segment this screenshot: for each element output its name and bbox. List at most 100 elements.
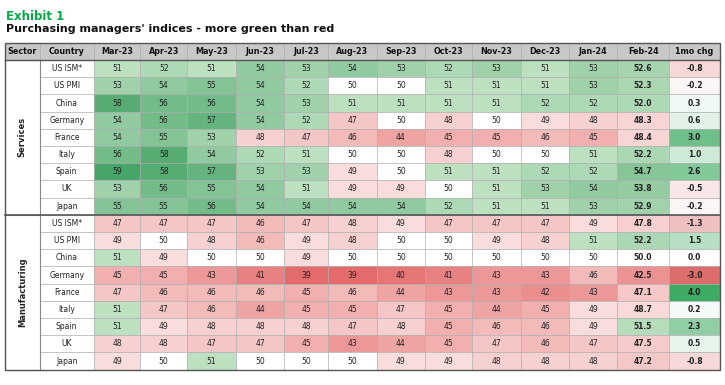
Text: Nov-23: Nov-23 <box>481 47 513 56</box>
Bar <box>669 232 720 249</box>
Bar <box>521 60 569 77</box>
Bar <box>617 77 669 94</box>
Bar <box>94 232 141 249</box>
Bar <box>569 43 617 60</box>
Text: 52: 52 <box>589 167 598 176</box>
Bar <box>94 266 141 284</box>
Text: 51: 51 <box>112 305 122 314</box>
Text: -0.8: -0.8 <box>687 357 703 365</box>
Bar <box>40 43 94 60</box>
Text: 51: 51 <box>492 81 501 90</box>
Bar <box>5 215 40 370</box>
Bar <box>94 146 141 163</box>
Text: 49: 49 <box>396 357 406 365</box>
Bar <box>521 77 569 94</box>
Bar <box>569 266 617 284</box>
Text: 46: 46 <box>207 305 216 314</box>
Bar <box>236 232 284 249</box>
Text: 49: 49 <box>589 305 598 314</box>
Bar <box>284 301 328 318</box>
Text: 50: 50 <box>492 116 501 125</box>
Bar <box>141 249 187 266</box>
Bar <box>669 112 720 129</box>
Text: 47: 47 <box>347 116 357 125</box>
Bar <box>328 60 376 77</box>
Text: 45: 45 <box>302 339 311 348</box>
Text: UK: UK <box>62 339 72 348</box>
Text: 47: 47 <box>492 219 501 228</box>
Text: 51: 51 <box>540 81 550 90</box>
Bar <box>472 129 521 146</box>
Bar <box>569 129 617 146</box>
Bar <box>94 249 141 266</box>
Bar <box>569 335 617 352</box>
Bar <box>426 318 472 335</box>
Bar <box>187 266 236 284</box>
Bar <box>472 112 521 129</box>
Text: 40: 40 <box>396 271 406 280</box>
Text: 44: 44 <box>396 339 406 348</box>
Text: 51: 51 <box>492 202 501 211</box>
Bar <box>94 198 141 215</box>
Bar <box>521 146 569 163</box>
Bar <box>328 249 376 266</box>
Bar <box>141 318 187 335</box>
Text: 42: 42 <box>540 288 550 297</box>
Text: 48: 48 <box>302 322 311 331</box>
Text: 46: 46 <box>540 322 550 331</box>
Text: 54: 54 <box>396 202 406 211</box>
Text: 54: 54 <box>112 116 122 125</box>
Bar <box>236 215 284 232</box>
Bar <box>521 266 569 284</box>
Bar <box>669 266 720 284</box>
Bar <box>376 43 426 60</box>
Text: US PMI: US PMI <box>54 236 80 245</box>
Bar <box>141 163 187 181</box>
Bar <box>426 181 472 198</box>
Bar <box>40 146 94 163</box>
Text: 43: 43 <box>347 339 357 348</box>
Text: 52.2: 52.2 <box>634 236 652 245</box>
Bar <box>187 318 236 335</box>
Text: 52.0: 52.0 <box>634 99 652 107</box>
Bar <box>472 60 521 77</box>
Text: 50: 50 <box>444 184 454 194</box>
Bar <box>236 77 284 94</box>
Bar <box>141 146 187 163</box>
Text: 52.9: 52.9 <box>634 202 652 211</box>
Text: 54: 54 <box>347 64 357 73</box>
Bar <box>141 181 187 198</box>
Bar <box>141 60 187 77</box>
Bar <box>328 318 376 335</box>
Bar <box>141 301 187 318</box>
Text: Italy: Italy <box>58 305 75 314</box>
Text: 51: 51 <box>444 99 453 107</box>
Text: -3.0: -3.0 <box>687 271 703 280</box>
Text: May-23: May-23 <box>195 47 228 56</box>
Bar <box>94 318 141 335</box>
Text: 50: 50 <box>159 236 169 245</box>
Text: Sep-23: Sep-23 <box>385 47 417 56</box>
Bar <box>284 352 328 370</box>
Text: 51: 51 <box>540 202 550 211</box>
Text: 47: 47 <box>302 219 311 228</box>
Bar <box>328 163 376 181</box>
Text: 52: 52 <box>540 167 550 176</box>
Text: 43: 43 <box>589 288 598 297</box>
Bar <box>40 163 94 181</box>
Text: 48: 48 <box>255 133 265 142</box>
Text: 52: 52 <box>255 150 265 159</box>
Bar <box>376 198 426 215</box>
Text: 46: 46 <box>540 133 550 142</box>
Text: 56: 56 <box>159 116 169 125</box>
Text: 50: 50 <box>396 81 406 90</box>
Bar <box>376 266 426 284</box>
Text: 51: 51 <box>589 150 598 159</box>
Bar <box>284 318 328 335</box>
Text: 54: 54 <box>255 99 265 107</box>
Bar <box>40 301 94 318</box>
Text: 54.7: 54.7 <box>634 167 652 176</box>
Text: 46: 46 <box>255 219 265 228</box>
Text: 53: 53 <box>302 64 311 73</box>
Text: 51: 51 <box>302 150 311 159</box>
